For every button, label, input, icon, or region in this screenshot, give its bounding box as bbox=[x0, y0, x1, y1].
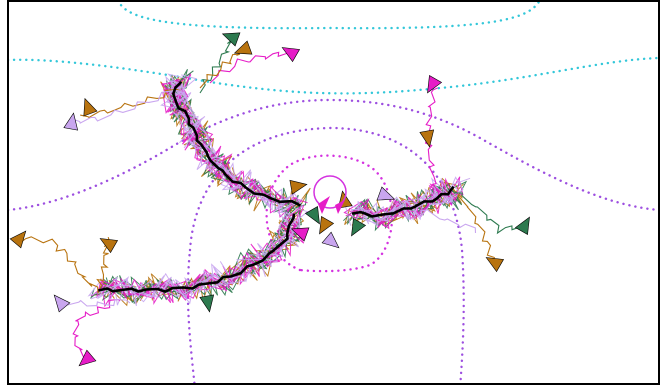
agent-triangle-icon bbox=[83, 97, 98, 117]
contour-cyan-top bbox=[117, 1, 541, 30]
agent-triangle-icon bbox=[290, 227, 310, 242]
agent-trail bbox=[90, 200, 303, 305]
agent-trail-branch bbox=[72, 89, 182, 124]
source-arrow-icon bbox=[335, 200, 345, 214]
agent-triangle-icon bbox=[319, 215, 335, 235]
agent-triangle-icon bbox=[221, 32, 241, 47]
agent-triangle-icon bbox=[485, 257, 505, 273]
agent-triangle-icon bbox=[514, 216, 530, 236]
agent-trail bbox=[90, 211, 301, 306]
contour-violet-lower bbox=[186, 248, 196, 384]
source-arrow-icon bbox=[318, 196, 330, 214]
mean-path bbox=[351, 185, 455, 218]
agent-markers bbox=[9, 32, 530, 367]
agent-trail-branch bbox=[22, 236, 99, 294]
plot-area bbox=[8, 1, 659, 384]
agent-triangle-icon bbox=[99, 238, 119, 254]
agent-trails bbox=[22, 32, 526, 364]
contour-magenta-inner bbox=[265, 154, 394, 273]
source-ring bbox=[313, 175, 347, 209]
agent-trail-branch bbox=[209, 48, 291, 84]
agent-trail-branch bbox=[419, 209, 477, 234]
agent-trail-branch bbox=[424, 87, 440, 202]
agent-triangle-icon bbox=[427, 74, 443, 94]
agent-triangle-icon bbox=[289, 179, 308, 195]
agent-triangle-icon bbox=[199, 294, 215, 313]
agent-triangle-icon bbox=[304, 205, 320, 225]
agent-trail bbox=[351, 176, 464, 226]
agent-trail-branch bbox=[72, 298, 121, 364]
mean-path bbox=[172, 81, 301, 207]
agent-triangle-icon bbox=[78, 349, 97, 367]
agent-triangle-icon bbox=[351, 217, 367, 237]
agent-trail bbox=[344, 177, 471, 227]
agent-trail-branch bbox=[80, 88, 182, 119]
agent-triangle-icon bbox=[281, 47, 301, 63]
agent-trail-branch bbox=[67, 299, 131, 307]
agent-trail-branch bbox=[455, 192, 495, 260]
agent-triangle-icon bbox=[419, 129, 435, 148]
contour-cyan-wide bbox=[8, 56, 659, 95]
plot-frame bbox=[7, 0, 660, 385]
agent-triangle-icon bbox=[376, 186, 396, 201]
agent-triangle-icon bbox=[321, 231, 340, 249]
potential-contours bbox=[8, 1, 659, 384]
agent-triangle-icon bbox=[233, 40, 253, 55]
agent-triangle-icon bbox=[63, 112, 79, 131]
source-node bbox=[313, 175, 347, 214]
agent-trail bbox=[343, 176, 461, 229]
mean-paths bbox=[98, 81, 455, 293]
agent-trail-branch bbox=[455, 192, 526, 235]
agent-triangle-icon bbox=[9, 230, 27, 249]
mean-path bbox=[98, 213, 296, 293]
agent-triangle-icon bbox=[53, 294, 71, 313]
